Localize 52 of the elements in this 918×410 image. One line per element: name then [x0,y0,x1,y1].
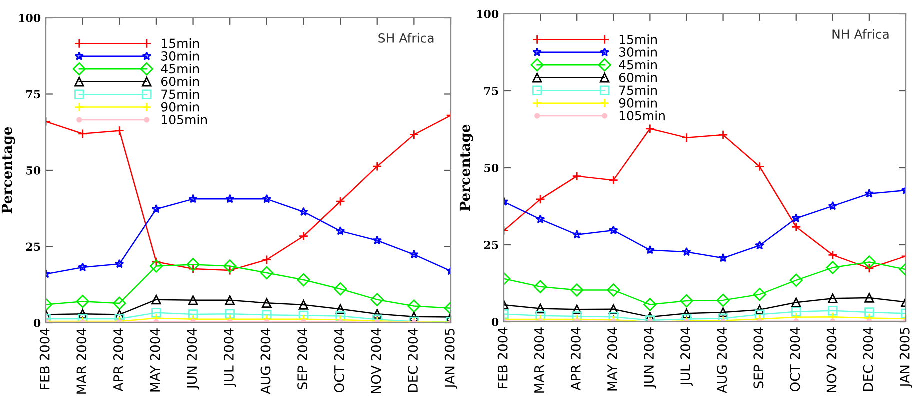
legend-label: 60min [162,76,200,86]
x-tick-label: DEC 2004 [408,328,418,392]
x-tick-label: JUN 2004 [187,328,200,390]
y-tick-label: 75 [484,87,498,96]
y-axis-title: Percentage [460,124,474,212]
annotation: SH Africa [378,33,434,43]
legend-label: 105min [620,110,665,121]
x-tick-label: JUL 2004 [224,328,236,388]
legend-label: 60min [619,72,657,82]
x-tick-label: OCT 2004 [790,328,800,392]
x-tick-label: APR 2004 [570,328,581,391]
x-tick-label: JAN 2005 [900,328,912,388]
annotation: NH Africa [832,29,889,40]
x-tick-label: MAY 2004 [150,328,160,392]
x-tick-label: SEP 2004 [298,328,308,390]
x-tick-label: NOV 2004 [826,328,837,392]
x-tick-label: APR 2004 [113,328,124,392]
x-tick-label: NOV 2004 [371,328,382,394]
legend-label: 15min [620,34,657,44]
legend-label: 90min [619,98,657,108]
x-tick-label: FEB 2004 [498,328,508,388]
legend-label: 45min [161,64,200,74]
legend-label: 90min [161,102,200,112]
y-tick-label: 100 [19,14,41,22]
x-tick-label: AUG 2004 [260,328,271,394]
x-tick-label: SEP 2004 [754,328,764,388]
y-tick-label: 0 [492,318,499,326]
y-tick-label: 25 [484,240,498,250]
y-tick-label: 75 [26,90,40,99]
legend-label: 75min [620,85,657,96]
y-tick-label: 100 [477,10,499,18]
x-tick-label: OCT 2004 [334,328,344,393]
legend-label: 30min [620,47,657,57]
legend-label: 15min [162,38,200,48]
x-tick-label: AUG 2004 [717,328,728,394]
y-tick-label: 0 [34,318,41,328]
x-tick-label: MAR 2004 [534,328,544,393]
x-tick-label: MAR 2004 [76,328,87,394]
legend-label: 105min [162,114,208,125]
legend-label: 45min [619,60,657,70]
y-tick-label: 25 [26,242,40,252]
y-tick-label: 50 [484,164,499,172]
y-tick-label: 50 [26,166,41,175]
x-tick-label: FEB 2004 [40,328,50,390]
legend-label: 75min [162,89,200,100]
y-axis-title: Percentage [2,127,16,214]
x-tick-label: JAN 2005 [444,329,458,389]
x-tick-label: DEC 2004 [863,328,874,392]
legend-label: 30min [162,51,200,61]
x-tick-label: MAY 2004 [607,328,618,391]
x-tick-label: JUN 2004 [644,328,656,389]
x-tick-label: JUL 2004 [680,328,694,386]
